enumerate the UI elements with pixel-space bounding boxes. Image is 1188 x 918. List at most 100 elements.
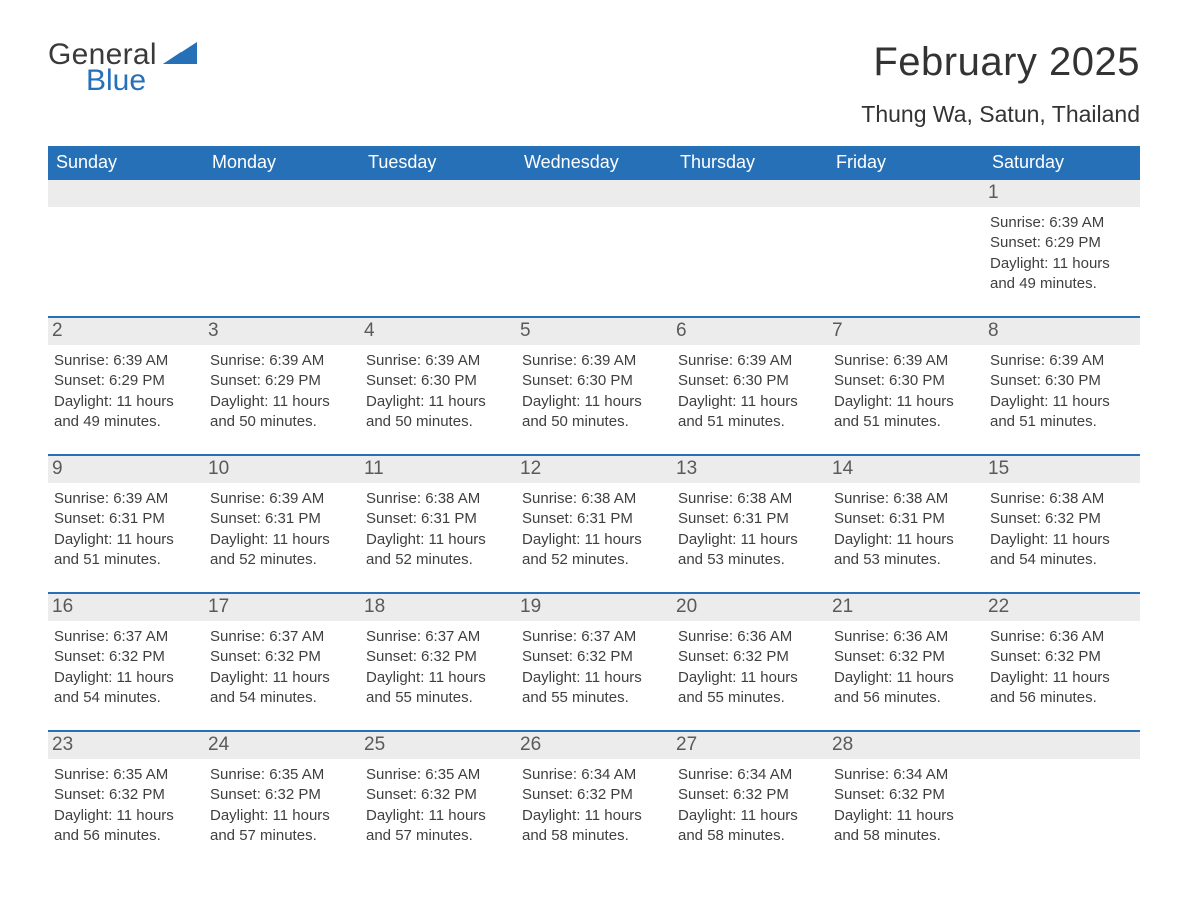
- day-d2: and 56 minutes.: [990, 688, 1134, 708]
- day-sunrise: Sunrise: 6:37 AM: [54, 627, 198, 647]
- day-number: 21: [828, 594, 984, 621]
- calendar-cell: 3Sunrise: 6:39 AMSunset: 6:29 PMDaylight…: [204, 318, 360, 438]
- day-number: 5: [516, 318, 672, 345]
- day-number: [360, 180, 516, 207]
- day-d2: and 49 minutes.: [54, 412, 198, 432]
- day-sunset: Sunset: 6:32 PM: [834, 647, 978, 667]
- day-sunset: Sunset: 6:32 PM: [210, 647, 354, 667]
- day-number: [204, 180, 360, 207]
- day-d1: Daylight: 11 hours: [210, 668, 354, 688]
- dow-friday: Friday: [828, 146, 984, 180]
- day-number: 16: [48, 594, 204, 621]
- day-d1: Daylight: 11 hours: [834, 668, 978, 688]
- calendar-cell: 26Sunrise: 6:34 AMSunset: 6:32 PMDayligh…: [516, 732, 672, 852]
- calendar-week: 23Sunrise: 6:35 AMSunset: 6:32 PMDayligh…: [48, 730, 1140, 852]
- day-d2: and 51 minutes.: [834, 412, 978, 432]
- day-info: Sunrise: 6:35 AMSunset: 6:32 PMDaylight:…: [210, 765, 354, 846]
- day-sunset: Sunset: 6:32 PM: [366, 785, 510, 805]
- day-number: [48, 180, 204, 207]
- day-d2: and 58 minutes.: [522, 826, 666, 846]
- logo: General Blue: [48, 40, 197, 96]
- day-d1: Daylight: 11 hours: [210, 530, 354, 550]
- day-d1: Daylight: 11 hours: [678, 392, 822, 412]
- day-d1: Daylight: 11 hours: [366, 668, 510, 688]
- day-number: [828, 180, 984, 207]
- day-d2: and 55 minutes.: [366, 688, 510, 708]
- day-sunset: Sunset: 6:32 PM: [990, 509, 1134, 529]
- day-d2: and 54 minutes.: [990, 550, 1134, 570]
- day-info: Sunrise: 6:38 AMSunset: 6:31 PMDaylight:…: [366, 489, 510, 570]
- day-sunset: Sunset: 6:32 PM: [522, 785, 666, 805]
- day-number: 11: [360, 456, 516, 483]
- calendar-cell: 12Sunrise: 6:38 AMSunset: 6:31 PMDayligh…: [516, 456, 672, 576]
- day-sunrise: Sunrise: 6:39 AM: [834, 351, 978, 371]
- calendar-cell: 16Sunrise: 6:37 AMSunset: 6:32 PMDayligh…: [48, 594, 204, 714]
- day-info: Sunrise: 6:36 AMSunset: 6:32 PMDaylight:…: [990, 627, 1134, 708]
- day-info: Sunrise: 6:39 AMSunset: 6:30 PMDaylight:…: [678, 351, 822, 432]
- calendar-cell: 28Sunrise: 6:34 AMSunset: 6:32 PMDayligh…: [828, 732, 984, 852]
- day-d1: Daylight: 11 hours: [834, 392, 978, 412]
- day-number: 17: [204, 594, 360, 621]
- calendar-cell: 7 Sunrise: 6:39 AMSunset: 6:30 PMDaylight…: [828, 318, 984, 438]
- day-d2: and 54 minutes.: [210, 688, 354, 708]
- day-sunset: Sunset: 6:32 PM: [522, 647, 666, 667]
- day-number: 23: [48, 732, 204, 759]
- dow-sunday: Sunday: [48, 146, 204, 180]
- day-sunrise: Sunrise: 6:39 AM: [366, 351, 510, 371]
- dow-thursday: Thursday: [672, 146, 828, 180]
- day-d2: and 58 minutes.: [678, 826, 822, 846]
- day-sunrise: Sunrise: 6:34 AM: [522, 765, 666, 785]
- day-d2: and 57 minutes.: [210, 826, 354, 846]
- calendar-cell: [516, 180, 672, 300]
- day-number: 4: [360, 318, 516, 345]
- day-number: 24: [204, 732, 360, 759]
- day-d2: and 53 minutes.: [678, 550, 822, 570]
- day-d1: Daylight: 11 hours: [834, 530, 978, 550]
- calendar-cell: 9Sunrise: 6:39 AMSunset: 6:31 PMDaylight…: [48, 456, 204, 576]
- day-number: 28: [828, 732, 984, 759]
- day-d1: Daylight: 11 hours: [54, 392, 198, 412]
- calendar-week: 9Sunrise: 6:39 AMSunset: 6:31 PMDaylight…: [48, 454, 1140, 576]
- logo-text-blue: Blue: [86, 66, 197, 96]
- day-d1: Daylight: 11 hours: [990, 254, 1134, 274]
- calendar-cell: 5Sunrise: 6:39 AMSunset: 6:30 PMDaylight…: [516, 318, 672, 438]
- calendar-cell: 18Sunrise: 6:37 AMSunset: 6:32 PMDayligh…: [360, 594, 516, 714]
- day-sunrise: Sunrise: 6:39 AM: [522, 351, 666, 371]
- day-sunrise: Sunrise: 6:37 AM: [366, 627, 510, 647]
- day-sunrise: Sunrise: 6:34 AM: [834, 765, 978, 785]
- day-sunset: Sunset: 6:29 PM: [54, 371, 198, 391]
- day-number: [984, 732, 1140, 759]
- day-info: Sunrise: 6:39 AMSunset: 6:31 PMDaylight:…: [54, 489, 198, 570]
- calendar-cell: [204, 180, 360, 300]
- day-d1: Daylight: 11 hours: [210, 806, 354, 826]
- calendar-week: 16Sunrise: 6:37 AMSunset: 6:32 PMDayligh…: [48, 592, 1140, 714]
- day-d2: and 55 minutes.: [678, 688, 822, 708]
- calendar-cell: [48, 180, 204, 300]
- day-info: Sunrise: 6:36 AMSunset: 6:32 PMDaylight:…: [678, 627, 822, 708]
- calendar-cell: 25Sunrise: 6:35 AMSunset: 6:32 PMDayligh…: [360, 732, 516, 852]
- day-sunset: Sunset: 6:32 PM: [834, 785, 978, 805]
- calendar-cell: 8Sunrise: 6:39 AMSunset: 6:30 PMDaylight…: [984, 318, 1140, 438]
- calendar-cell: [672, 180, 828, 300]
- calendar-cell: [984, 732, 1140, 852]
- day-info: Sunrise: 6:34 AMSunset: 6:32 PMDaylight:…: [522, 765, 666, 846]
- day-d2: and 50 minutes.: [522, 412, 666, 432]
- day-sunrise: Sunrise: 6:38 AM: [522, 489, 666, 509]
- day-sunset: Sunset: 6:30 PM: [990, 371, 1134, 391]
- logo-triangle-icon: [163, 42, 197, 68]
- day-number: 7: [828, 318, 984, 345]
- day-sunrise: Sunrise: 6:39 AM: [678, 351, 822, 371]
- day-info: Sunrise: 6:36 AMSunset: 6:32 PMDaylight:…: [834, 627, 978, 708]
- day-info: Sunrise: 6:39 AMSunset: 6:29 PMDaylight:…: [990, 213, 1134, 294]
- day-d2: and 53 minutes.: [834, 550, 978, 570]
- calendar-cell: 10Sunrise: 6:39 AMSunset: 6:31 PMDayligh…: [204, 456, 360, 576]
- dow-monday: Monday: [204, 146, 360, 180]
- calendar-week: 2Sunrise: 6:39 AMSunset: 6:29 PMDaylight…: [48, 316, 1140, 438]
- day-d2: and 57 minutes.: [366, 826, 510, 846]
- day-sunrise: Sunrise: 6:36 AM: [990, 627, 1134, 647]
- day-d2: and 51 minutes.: [54, 550, 198, 570]
- calendar-cell: 27Sunrise: 6:34 AMSunset: 6:32 PMDayligh…: [672, 732, 828, 852]
- day-d2: and 52 minutes.: [366, 550, 510, 570]
- day-d1: Daylight: 11 hours: [522, 530, 666, 550]
- day-sunset: Sunset: 6:30 PM: [834, 371, 978, 391]
